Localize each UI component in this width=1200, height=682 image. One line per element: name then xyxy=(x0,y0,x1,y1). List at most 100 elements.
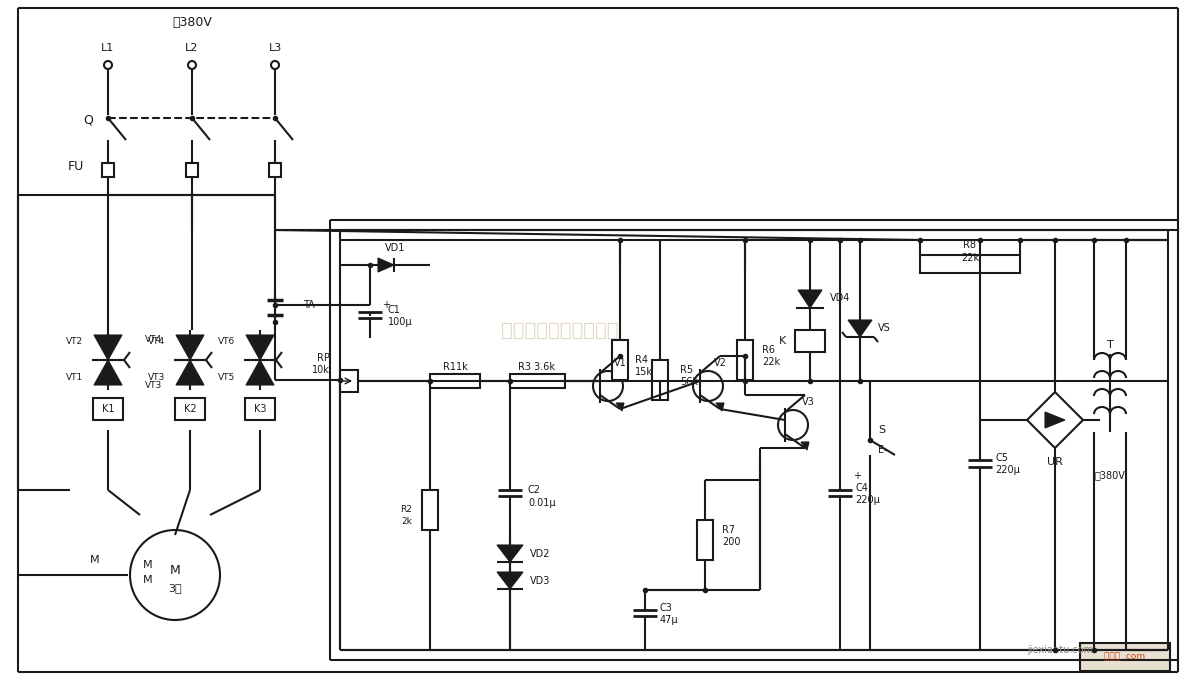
Bar xyxy=(422,490,438,530)
Text: VT3: VT3 xyxy=(145,381,162,389)
Polygon shape xyxy=(378,258,394,272)
Text: VT3: VT3 xyxy=(148,374,166,383)
Text: VT4: VT4 xyxy=(145,336,162,344)
Text: R11k: R11k xyxy=(443,362,467,372)
Polygon shape xyxy=(848,320,872,337)
Polygon shape xyxy=(94,360,122,385)
Text: 100μ: 100μ xyxy=(388,317,413,327)
Text: 3～: 3～ xyxy=(168,583,182,593)
Text: C2: C2 xyxy=(528,485,541,495)
Bar xyxy=(796,330,826,352)
Text: K2: K2 xyxy=(184,404,197,414)
Text: UR: UR xyxy=(1048,457,1063,467)
Text: K1: K1 xyxy=(102,404,114,414)
Bar xyxy=(175,398,205,420)
Text: +: + xyxy=(382,300,390,310)
Text: VT5: VT5 xyxy=(217,374,235,383)
Bar xyxy=(737,340,754,380)
Text: VD2: VD2 xyxy=(530,549,551,559)
Polygon shape xyxy=(246,360,274,385)
Text: S: S xyxy=(878,425,886,435)
Bar xyxy=(269,163,281,177)
Text: L2: L2 xyxy=(185,43,199,53)
Polygon shape xyxy=(616,403,624,411)
Text: 22k: 22k xyxy=(762,357,780,367)
Polygon shape xyxy=(798,290,822,308)
Text: VT1: VT1 xyxy=(66,374,83,383)
Text: E-: E- xyxy=(878,445,888,455)
Text: M: M xyxy=(143,560,152,570)
Text: 2k: 2k xyxy=(401,518,412,527)
Text: K3: K3 xyxy=(253,404,266,414)
Text: L1: L1 xyxy=(101,43,115,53)
Polygon shape xyxy=(94,335,122,360)
Text: 220μ: 220μ xyxy=(995,465,1020,475)
Text: K: K xyxy=(779,336,786,346)
Text: 15k: 15k xyxy=(635,367,653,377)
Bar xyxy=(340,370,358,392)
Bar xyxy=(94,398,124,420)
Polygon shape xyxy=(1045,412,1066,428)
Text: 56k: 56k xyxy=(680,377,698,387)
Polygon shape xyxy=(176,335,204,360)
Text: M: M xyxy=(90,555,100,565)
Bar xyxy=(186,163,198,177)
Text: ～380V: ～380V xyxy=(1094,470,1126,480)
Bar xyxy=(920,255,1020,273)
Text: R7: R7 xyxy=(722,525,736,535)
Text: L3: L3 xyxy=(269,43,282,53)
Text: R8: R8 xyxy=(964,240,977,250)
Text: 22k: 22k xyxy=(961,253,979,263)
Text: 杭州将睿科技有限公司: 杭州将睿科技有限公司 xyxy=(502,321,619,340)
Text: VT4: VT4 xyxy=(148,338,166,346)
Bar xyxy=(652,360,668,400)
Text: ～380V: ～380V xyxy=(172,16,212,29)
Text: Q: Q xyxy=(83,113,92,126)
Text: R6: R6 xyxy=(762,345,775,355)
Text: 接线图 .com: 接线图 .com xyxy=(1104,653,1146,662)
Bar xyxy=(697,520,713,560)
Text: R2: R2 xyxy=(400,505,412,514)
Text: C1: C1 xyxy=(388,305,401,315)
Text: 0.01μ: 0.01μ xyxy=(528,498,556,508)
Bar xyxy=(510,374,565,388)
Bar xyxy=(430,374,480,388)
Bar xyxy=(612,340,628,380)
Text: R4: R4 xyxy=(635,355,648,365)
Bar xyxy=(245,398,275,420)
Text: TA: TA xyxy=(304,300,314,310)
Text: C5: C5 xyxy=(995,453,1008,463)
Text: FU: FU xyxy=(68,160,84,173)
Polygon shape xyxy=(246,335,274,360)
Text: VS: VS xyxy=(878,323,890,333)
Text: M: M xyxy=(143,575,152,585)
Text: R5: R5 xyxy=(680,365,694,375)
Text: VD3: VD3 xyxy=(530,576,551,586)
Polygon shape xyxy=(716,403,724,411)
Text: V2: V2 xyxy=(714,358,726,368)
Text: V3: V3 xyxy=(802,397,815,407)
Text: C3: C3 xyxy=(660,603,673,613)
Text: VD4: VD4 xyxy=(830,293,851,303)
Text: VD1: VD1 xyxy=(385,243,406,253)
Text: R3 3.6k: R3 3.6k xyxy=(518,362,556,372)
Polygon shape xyxy=(497,545,523,562)
Text: +: + xyxy=(853,471,862,481)
Text: M: M xyxy=(169,563,180,576)
Text: VT2: VT2 xyxy=(66,338,83,346)
Bar xyxy=(1080,643,1170,671)
Text: 200: 200 xyxy=(722,537,740,547)
Text: 10k: 10k xyxy=(312,365,330,375)
Text: jiexiantu.com: jiexiantu.com xyxy=(1027,645,1093,655)
Text: V1: V1 xyxy=(613,358,626,368)
Text: 220μ: 220μ xyxy=(854,495,880,505)
Text: T: T xyxy=(1106,340,1114,350)
Polygon shape xyxy=(176,360,204,385)
Text: VT6: VT6 xyxy=(217,338,235,346)
Polygon shape xyxy=(802,442,809,450)
Text: RP: RP xyxy=(317,353,330,363)
Text: C4: C4 xyxy=(854,483,868,493)
Polygon shape xyxy=(497,572,523,589)
Bar xyxy=(102,163,114,177)
Text: 47μ: 47μ xyxy=(660,615,679,625)
